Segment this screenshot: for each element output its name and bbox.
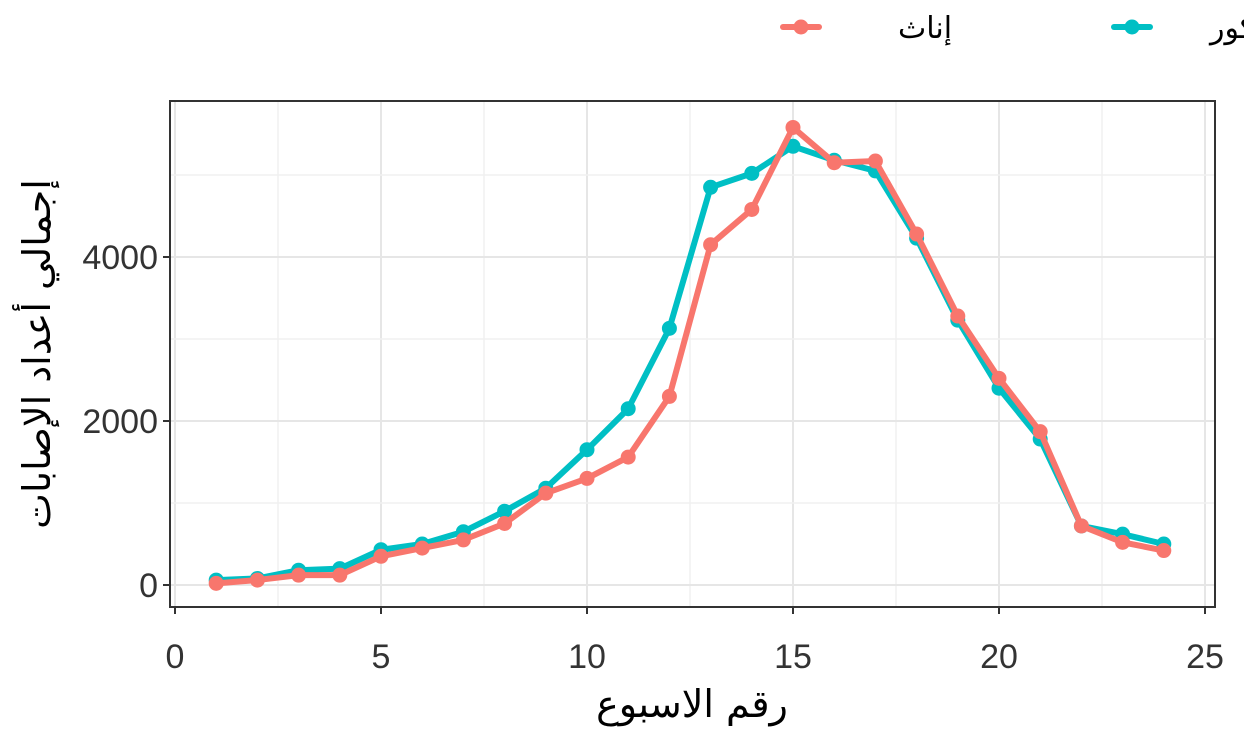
- x-tick-label: 10: [568, 638, 606, 676]
- x-tick-label: 15: [774, 638, 812, 676]
- data-point: [703, 237, 719, 253]
- data-point: [826, 155, 842, 171]
- data-point: [291, 567, 307, 583]
- data-point: [497, 503, 513, 519]
- x-axis-title: رقم الاسبوع: [596, 682, 788, 727]
- axes: 0 5 10 15 20 25 0 2000 4000: [82, 239, 1224, 676]
- x-tick-label: 20: [980, 638, 1018, 676]
- data-point: [909, 226, 925, 242]
- data-point: [867, 153, 883, 169]
- data-point: [785, 138, 801, 154]
- data-point: [950, 308, 966, 324]
- legend-item-1: ذكور: [1111, 11, 1244, 46]
- series-layer: [208, 119, 1172, 591]
- data-point: [1032, 424, 1048, 440]
- data-point: [620, 401, 636, 417]
- legend: ذكور إناث: [780, 11, 1244, 46]
- legend-label: إناث: [898, 11, 952, 46]
- series-2: [208, 119, 1172, 591]
- data-point: [208, 575, 224, 591]
- data-point: [991, 370, 1007, 386]
- data-point: [455, 532, 471, 548]
- y-axis-title: إجمالي أعداد الإصابات: [12, 179, 60, 529]
- y-tick-label: 4000: [82, 239, 158, 277]
- data-point: [373, 548, 389, 564]
- data-point: [497, 516, 513, 531]
- data-point: [1115, 534, 1131, 550]
- data-point: [661, 388, 677, 404]
- data-point: [332, 567, 348, 583]
- grid: [170, 101, 1215, 607]
- data-point: [579, 470, 595, 486]
- legend-key-point: [793, 19, 809, 35]
- series-line: [213, 124, 1167, 587]
- data-point: [620, 449, 636, 465]
- x-tick-label: 25: [1186, 638, 1224, 676]
- legend-key-point: [1124, 19, 1140, 35]
- x-tick-label: 5: [372, 638, 391, 676]
- series-line: [213, 143, 1167, 584]
- x-tick-label: 0: [166, 638, 185, 676]
- plot-background: [170, 101, 1215, 607]
- data-point: [579, 442, 595, 458]
- y-tick-label: 0: [139, 567, 158, 605]
- data-point: [703, 179, 719, 195]
- data-point: [1073, 518, 1089, 534]
- data-point: [249, 572, 265, 588]
- legend-label: ذكور: [1208, 11, 1244, 46]
- plot-border: [169, 100, 1216, 608]
- data-point: [744, 165, 760, 181]
- data-point: [1156, 543, 1172, 559]
- data-point: [744, 201, 760, 217]
- legend-item-2: إناث: [780, 11, 952, 46]
- y-tick-label: 2000: [82, 403, 158, 441]
- data-point: [785, 119, 801, 135]
- data-point: [661, 320, 677, 336]
- data-point: [414, 540, 430, 556]
- data-point: [538, 485, 554, 501]
